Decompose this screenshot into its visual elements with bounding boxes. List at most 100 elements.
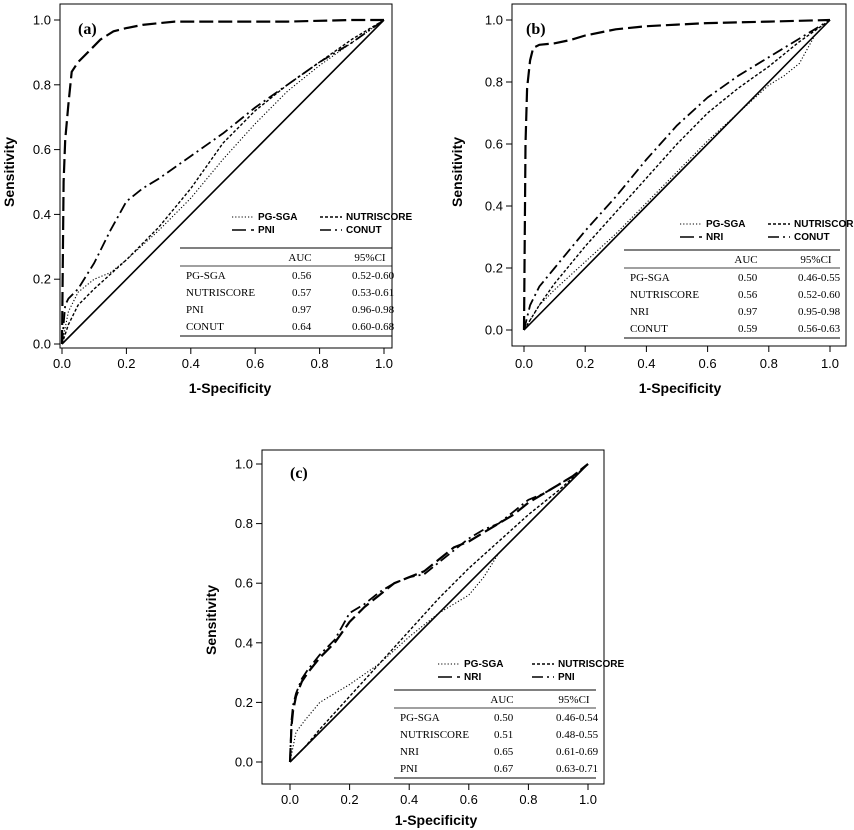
x-tick-label: 1.0 [375, 356, 393, 371]
y-tick-label: 1.0 [235, 457, 253, 472]
y-tick-label: 0.2 [33, 272, 51, 287]
table-ci: 0.96-0.98 [352, 304, 395, 316]
y-tick-label: 0.0 [33, 337, 51, 352]
y-tick-label: 1.0 [485, 13, 503, 28]
table-auc: 0.67 [494, 763, 514, 775]
table-row-label: NRI [630, 306, 649, 318]
legend-label: NUTRISCORE [558, 659, 624, 670]
y-axis-title: Sensitivity [1, 137, 17, 207]
x-tick-label: 0.0 [515, 356, 533, 371]
panel-label: (b) [526, 21, 546, 38]
table-row-label: NUTRISCORE [400, 729, 469, 741]
table-auc: 0.97 [292, 304, 312, 316]
x-axis-title: 1-Specificity [639, 380, 722, 396]
x-tick-label: 0.2 [341, 792, 359, 807]
table-ci: 0.52-0.60 [798, 289, 841, 301]
roc-curve-pni [289, 463, 589, 763]
table-ci: 0.46-0.55 [798, 272, 841, 284]
y-tick-label: 1.0 [33, 13, 51, 28]
table-auc: 0.57 [292, 287, 312, 299]
x-tick-label: 0.6 [699, 356, 717, 371]
x-tick-label: 0.8 [760, 356, 778, 371]
table-auc: 0.97 [738, 306, 758, 318]
roc-curve-nutriscore [61, 19, 385, 345]
y-axis-title: Sensitivity [203, 585, 219, 655]
table-ci: 0.95-0.98 [798, 306, 841, 318]
x-tick-label: 0.0 [281, 792, 299, 807]
legend-label: PG-SGA [258, 212, 297, 223]
table-auc: 0.50 [494, 712, 514, 724]
x-tick-label: 0.6 [246, 356, 264, 371]
roc-panel-c: 0.0 0.2 0.4 0.6 0.8 1.0 0.0 0.2 0.4 0.6 0.8 1.0 1-Sp… [203, 449, 624, 828]
table-row-label: PG-SGA [630, 272, 670, 284]
table-row-label: CONUT [186, 321, 224, 333]
x-tick-label: 0.8 [519, 792, 537, 807]
panel-label: (c) [290, 465, 308, 482]
x-tick-label: 0.2 [117, 356, 135, 371]
roc-curve-nutriscore [289, 463, 589, 763]
table-row-label: PG-SGA [400, 712, 440, 724]
y-axis-title: Sensitivity [449, 137, 465, 207]
plot-frame [261, 449, 605, 785]
legend-label: PG-SGA [706, 219, 745, 230]
roc-curve-pg-sga [61, 19, 385, 345]
table-auc: 0.56 [292, 270, 312, 282]
roc-panel-a: 0.0 0.2 0.4 0.6 0.8 1.0 0.0 0.2 0.4 0.6 0.8 1.0 1-Sp… [1, 3, 412, 396]
y-tick-label: 0.6 [33, 142, 51, 157]
legend-label: NRI [706, 232, 723, 243]
legend-label: PNI [558, 672, 575, 683]
legend-label: CONUT [794, 232, 830, 243]
table-ci: 0.48-0.55 [556, 729, 599, 741]
table-ci: 0.53-0.61 [352, 287, 394, 299]
table-header: 95%CI [354, 252, 386, 264]
y-tick-label: 0.2 [485, 261, 503, 276]
table-header: 95%CI [800, 254, 832, 266]
x-tick-label: 0.0 [53, 356, 71, 371]
table-ci: 0.56-0.63 [798, 323, 841, 335]
y-tick-label: 0.2 [235, 695, 253, 710]
table-auc: 0.50 [738, 272, 758, 284]
table-row-label: PNI [400, 763, 418, 775]
table-row-label: CONUT [630, 323, 668, 335]
x-tick-label: 0.8 [311, 356, 329, 371]
table-header: AUC [734, 254, 757, 266]
table-auc: 0.64 [292, 321, 312, 333]
x-tick-label: 1.0 [821, 356, 839, 371]
roc-curve-pg-sga [289, 463, 589, 763]
y-tick-label: 0.0 [235, 755, 253, 770]
y-tick-label: 0.0 [485, 323, 503, 338]
y-tick-label: 0.6 [235, 576, 253, 591]
table-auc: 0.59 [738, 323, 758, 335]
table-row-label: NUTRISCORE [630, 289, 699, 301]
y-tick-label: 0.4 [235, 635, 253, 650]
x-tick-label: 0.6 [460, 792, 478, 807]
roc-curve-pg-sga [523, 19, 831, 331]
roc-curve-pni [60, 18, 384, 345]
y-tick-label: 0.6 [485, 137, 503, 152]
roc-panel-b: 0.0 0.2 0.4 0.6 0.8 1.0 0.0 0.2 0.4 0.6 0.8 1.0 1-Sp… [449, 3, 854, 396]
table-ci: 0.60-0.68 [352, 321, 395, 333]
x-axis-title: 1-Specificity [395, 812, 478, 828]
roc-curve-conut [523, 19, 831, 331]
x-tick-label: 1.0 [579, 792, 597, 807]
table-header: 95%CI [558, 694, 590, 706]
table-header: AUC [490, 694, 513, 706]
legend-label: PG-SGA [464, 659, 503, 670]
y-tick-label: 0.8 [485, 75, 503, 90]
x-tick-label: 0.4 [182, 356, 200, 371]
reference-diagonal [61, 19, 385, 345]
x-tick-label: 0.4 [637, 356, 655, 371]
table-row-label: NUTRISCORE [186, 287, 255, 299]
table-row-label: PG-SGA [186, 270, 226, 282]
table-auc: 0.65 [494, 746, 514, 758]
roc-curve-nri [522, 18, 831, 331]
table-ci: 0.46-0.54 [556, 712, 599, 724]
roc-curve-conut [61, 19, 385, 345]
x-tick-label: 0.2 [576, 356, 594, 371]
roc-curve-nutriscore [523, 19, 831, 331]
x-tick-label: 0.4 [400, 792, 418, 807]
plot-frame [59, 3, 393, 349]
y-tick-label: 0.4 [33, 207, 51, 222]
legend-label: PNI [258, 225, 275, 236]
